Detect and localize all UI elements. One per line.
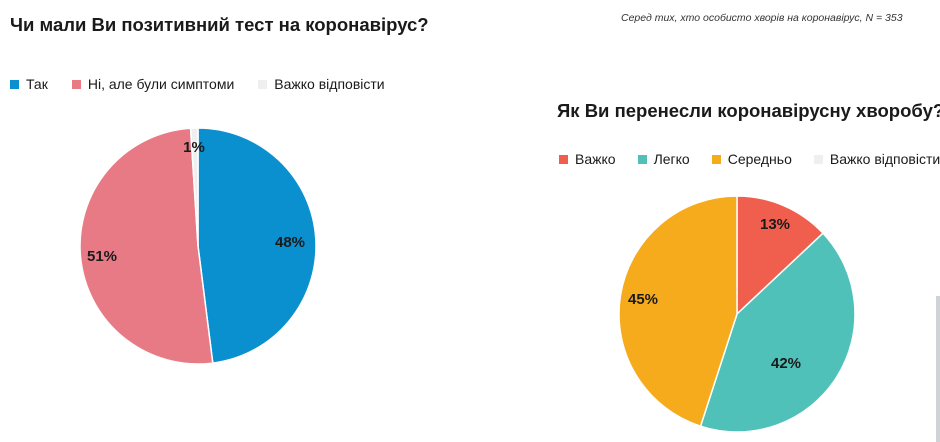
chart2-data-label-0: 13% [760, 216, 790, 233]
chart1-legend-swatch-no-symptoms [71, 79, 81, 89]
chart2-legend-swatch-medium [711, 154, 721, 164]
chart1-legend-label-hard-to-say: Важко відповісти [274, 76, 385, 92]
chart1-legend-item-hard-to-say: Важко відповісти [258, 76, 385, 92]
chart2-legend-label-easy: Легко [653, 151, 690, 167]
chart1-slice-1 [79, 127, 214, 365]
chart2-legend-item-medium: Середньо [711, 151, 792, 167]
chart1-slice-0 [197, 127, 317, 364]
chart1-legend: Так Ні, але були симптоми Важко відповіс… [10, 76, 409, 92]
chart2-title: Як Ви перенесли коронавірусну хворобу? [557, 100, 940, 121]
sample-note: Серед тих, хто особисто хворів на корона… [621, 12, 903, 24]
chart2-legend-swatch-hard-to-say [813, 154, 823, 164]
chart1-legend-label-yes: Так [26, 76, 48, 92]
chart2-legend-item-easy: Легко [637, 151, 690, 167]
chart2-legend: Важко Легко Середньо Важко відповісти [559, 151, 940, 167]
chart2-legend-swatch-easy [637, 154, 647, 164]
chart2-slice-0 [736, 195, 825, 316]
chart2-data-label-2: 45% [628, 291, 658, 308]
chart1-legend-label-no-symptoms: Ні, але були симптоми [87, 76, 235, 92]
chart2-legend-label-hard: Важко [575, 151, 616, 167]
scrollbar-edge [936, 296, 940, 442]
chart2-slice-2 [618, 195, 738, 428]
chart1-slice-2 [189, 127, 199, 247]
chart1-title: Чи мали Ви позитивний тест на коронавіру… [10, 14, 429, 35]
chart2-legend-label-hard-to-say: Важко відповісти [829, 151, 940, 167]
chart1-legend-item-no-symptoms: Ні, але були симптоми [71, 76, 235, 92]
chart2-data-label-1: 42% [771, 355, 801, 372]
chart1-data-label-0: 48% [275, 234, 305, 251]
chart2-legend-item-hard-to-say: Важко відповісти [813, 151, 940, 167]
chart2-legend-label-medium: Середньо [727, 151, 792, 167]
chart1-legend-swatch-yes [10, 79, 19, 89]
chart1-data-label-1: 51% [87, 248, 117, 265]
chart2-slice-1 [699, 232, 856, 433]
chart1-legend-swatch-hard-to-say [258, 79, 268, 89]
chart2-legend-swatch-hard [559, 154, 568, 164]
chart2-legend-item-hard: Важко [559, 151, 616, 167]
chart1-legend-item-yes: Так [10, 76, 48, 92]
chart1-data-label-2: 1% [183, 139, 205, 156]
